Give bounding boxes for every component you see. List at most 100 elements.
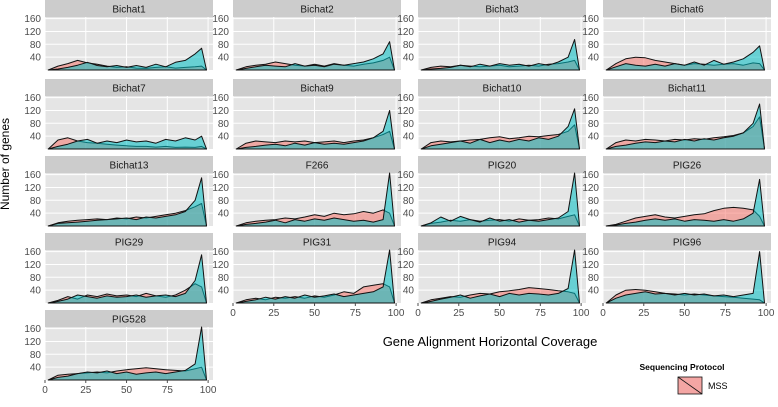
facet-panel: Bichat9 40 80 120 160 (212, 79, 401, 150)
y-tick-label: 40 (218, 132, 230, 143)
plot-background (418, 17, 586, 70)
y-tick-label: 120 (212, 183, 229, 194)
y-tick-label: 160 (24, 170, 41, 181)
facet-title: PIG31 (303, 238, 332, 249)
facet-strip (233, 156, 401, 173)
y-tick-label: 120 (212, 106, 229, 117)
facet-strip (45, 0, 213, 17)
y-tick-label: 120 (24, 260, 41, 271)
y-tick-label: 160 (24, 93, 41, 104)
rescap-area (235, 41, 395, 71)
rescap-area (47, 47, 207, 71)
y-tick-label: 120 (397, 260, 414, 271)
x-tick-label: 25 (80, 385, 92, 396)
facet-strip (45, 233, 213, 250)
y-tick-label: 40 (218, 286, 230, 297)
x-tick-label: 0 (600, 308, 606, 319)
facet-panel: PIG20 40 80 120 160 (397, 156, 586, 227)
y-tick-label: 120 (582, 27, 599, 38)
y-tick-label: 40 (403, 53, 415, 64)
y-tick-label: 40 (588, 53, 600, 64)
facet-title: F266 (306, 161, 329, 172)
y-tick-label: 80 (30, 273, 42, 284)
rescap-area (47, 326, 207, 381)
y-tick-label: 120 (24, 183, 41, 194)
facet-strip (45, 310, 213, 327)
x-tick-label: 25 (268, 308, 280, 319)
facet-strip (603, 233, 771, 250)
y-tick-label: 160 (212, 93, 229, 104)
facet-strip (418, 233, 586, 250)
y-tick-label: 120 (397, 106, 414, 117)
rescap-area (235, 249, 395, 304)
y-axis-label: Number of genes (0, 118, 12, 210)
y-tick-label: 40 (588, 132, 600, 143)
y-tick-label: 80 (218, 196, 230, 207)
y-tick-label: 80 (30, 119, 42, 130)
y-tick-label: 40 (403, 132, 415, 143)
facet-title: Bichat2 (300, 5, 334, 16)
facet-panel: Bichat2 40 80 120 160 (212, 0, 401, 71)
facet-title: Bichat7 (112, 84, 146, 95)
facet-strip (603, 156, 771, 173)
y-tick-label: 80 (588, 40, 600, 51)
y-tick-label: 120 (582, 106, 599, 117)
x-tick-label: 50 (121, 385, 133, 396)
facet-panel: F266 40 80 120 160 (212, 156, 401, 227)
y-tick-label: 80 (218, 40, 230, 51)
y-tick-label: 120 (24, 337, 41, 348)
y-tick-label: 40 (30, 53, 42, 64)
axes: Number of genes Gene Alignment Horizonta… (0, 118, 597, 349)
x-tick-label: 0 (415, 308, 421, 319)
rescap-area (235, 110, 395, 150)
facet-title: PIG29 (115, 238, 144, 249)
legend-swatch-diagonal (677, 376, 703, 395)
y-tick-label: 160 (397, 170, 414, 181)
facet-title: Bichat1 (112, 5, 146, 16)
y-tick-label: 80 (218, 273, 230, 284)
y-tick-label: 40 (218, 209, 230, 220)
y-tick-label: 120 (582, 183, 599, 194)
y-tick-label: 160 (582, 247, 599, 258)
y-tick-label: 160 (24, 247, 41, 258)
y-tick-label: 120 (582, 260, 599, 271)
rescap-area (47, 254, 207, 304)
facet-panel: PIG29 40 80 120 160 (24, 233, 213, 304)
x-tick-label: 100 (573, 308, 590, 319)
facet-strip (45, 156, 213, 173)
y-tick-label: 160 (24, 14, 41, 25)
facet-title: PIG96 (673, 238, 702, 249)
facet-title: PIG26 (673, 161, 702, 172)
facet-title: Bichat10 (483, 84, 522, 95)
facet-panel: PIG528 40 80 120 160 0 25 50 75 100 (24, 310, 217, 396)
facet-panel: Bichat3 40 80 120 160 (397, 0, 586, 71)
y-tick-label: 80 (403, 196, 415, 207)
y-tick-label: 40 (30, 209, 42, 220)
y-tick-label: 120 (397, 27, 414, 38)
facet-title: Bichat9 (300, 84, 334, 95)
facet-title: PIG20 (488, 161, 517, 172)
facet-panel: Bichat13 40 80 120 160 (24, 156, 213, 227)
facet-panel: PIG26 40 80 120 160 (582, 156, 771, 227)
facet-strip (233, 233, 401, 250)
rescap-area (420, 172, 580, 227)
x-axis-label: Gene Alignment Horizontal Coverage (383, 334, 598, 349)
y-tick-label: 40 (403, 209, 415, 220)
rescap-area (47, 135, 207, 150)
y-tick-label: 80 (30, 40, 42, 51)
facet-strip (233, 0, 401, 17)
facet-panels: Bichat14080120160Bichat24080120160Bichat… (24, 0, 775, 396)
rescap-area (420, 39, 580, 71)
y-tick-label: 40 (588, 209, 600, 220)
x-tick-label: 100 (388, 308, 405, 319)
facet-panel: Bichat11 40 80 120 160 (582, 79, 771, 150)
y-tick-label: 160 (212, 170, 229, 181)
x-tick-label: 0 (230, 308, 236, 319)
rescap-area (235, 172, 395, 227)
y-tick-label: 120 (24, 27, 41, 38)
x-tick-label: 75 (350, 308, 362, 319)
rescap-area (420, 249, 580, 304)
y-tick-label: 160 (397, 93, 414, 104)
legend-item-mss: MSS (677, 376, 728, 395)
